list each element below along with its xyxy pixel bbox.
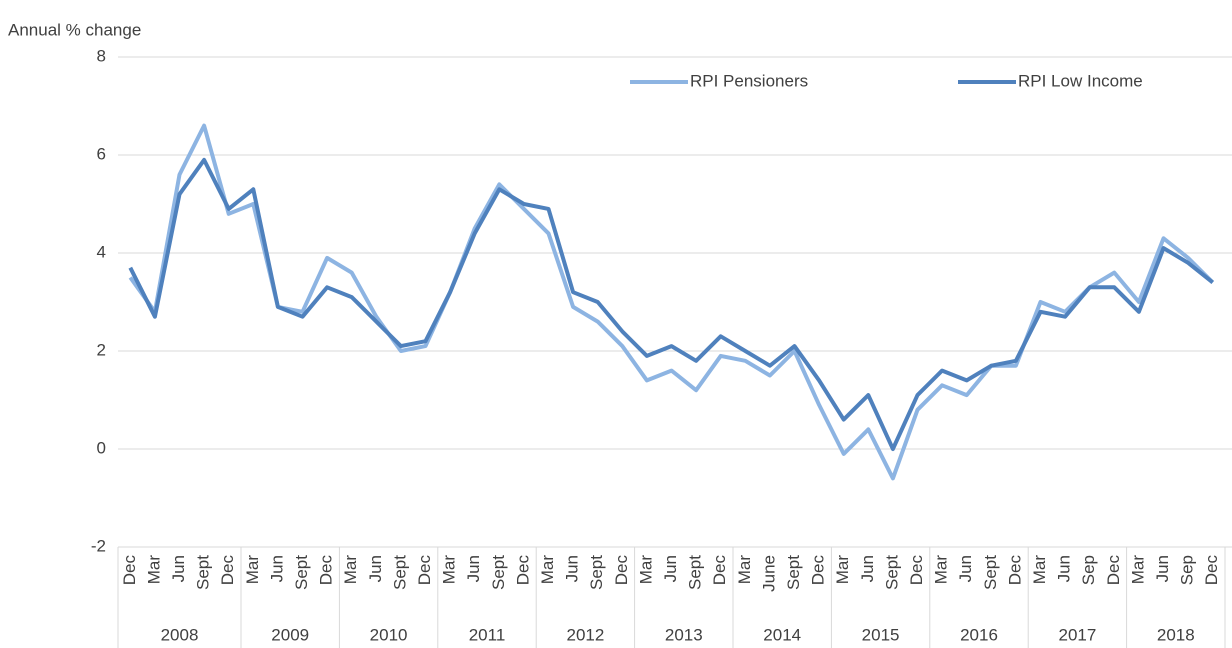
x-tick-label: Mar (833, 555, 852, 585)
x-tick-label: Sept (390, 555, 409, 590)
x-tick-label: Dec (1005, 555, 1024, 586)
x-tick-label: Sept (489, 555, 508, 590)
x-tick-label: Jun (563, 555, 582, 582)
group-label: 2012 (566, 625, 604, 644)
x-tick-label: Jun (464, 555, 483, 582)
x-tick-label: Sept (292, 555, 311, 590)
x-tick-label: Sep (1079, 555, 1098, 585)
x-tick-label: Mar (538, 555, 557, 585)
x-tick-label: Dec (317, 555, 336, 586)
x-tick-label: Dec (415, 555, 434, 586)
x-tick-label: Jun (661, 555, 680, 582)
legend-label: RPI Pensioners (690, 71, 808, 90)
legend-label: RPI Low Income (1018, 71, 1143, 90)
x-tick-label: Dec (1202, 555, 1221, 586)
x-tick-label: Sept (194, 555, 213, 590)
x-tick-label: Dec (809, 555, 828, 586)
x-tick-label: Mar (932, 555, 951, 585)
x-tick-label: Sept (981, 555, 1000, 590)
x-tick-label: Sept (784, 555, 803, 590)
group-label: 2013 (665, 625, 703, 644)
x-tick-label: Sept (882, 555, 901, 590)
x-tick-label: Mar (636, 555, 655, 585)
group-label: 2016 (960, 625, 998, 644)
x-tick-label: Sept (587, 555, 606, 590)
x-tick-label: Jun (1055, 555, 1074, 582)
x-tick-label: Dec (612, 555, 631, 586)
x-tick-label: Mar (1128, 555, 1147, 585)
y-tick-label: 2 (97, 340, 106, 359)
y-axis-label: Annual % change (8, 20, 141, 39)
x-tick-label: Mar (1030, 555, 1049, 585)
x-tick-label: Jun (169, 555, 188, 582)
group-label: 2018 (1157, 625, 1195, 644)
x-tick-label: Dec (710, 555, 729, 586)
series-line (128, 123, 1215, 481)
y-tick-label: 6 (97, 144, 106, 163)
x-tick-label: June (759, 555, 778, 592)
x-tick-label: Dec (1104, 555, 1123, 586)
group-label: 2011 (469, 625, 506, 644)
x-tick-label: Jun (1153, 555, 1172, 582)
x-tick-label: Mar (243, 555, 262, 585)
x-tick-label: Mar (144, 555, 163, 585)
x-tick-label: Dec (513, 555, 532, 586)
group-label: 2017 (1058, 625, 1096, 644)
y-tick-label: 8 (97, 46, 106, 65)
group-label: 2014 (763, 625, 801, 644)
x-tick-label: Jun (956, 555, 975, 582)
x-tick-label: Dec (120, 555, 139, 586)
x-tick-label: Dec (218, 555, 237, 586)
x-tick-label: Mar (735, 555, 754, 585)
x-tick-label: Sep (1178, 555, 1197, 585)
x-tick-label: Mar (440, 555, 459, 585)
y-tick-label: 4 (97, 242, 106, 261)
y-tick-label: -2 (91, 536, 106, 555)
group-label: 2008 (161, 625, 199, 644)
group-label: 2010 (370, 625, 408, 644)
x-tick-label: Dec (907, 555, 926, 586)
group-label: 2015 (862, 625, 900, 644)
group-label: 2009 (271, 625, 309, 644)
x-tick-label: Jun (858, 555, 877, 582)
x-tick-label: Sept (686, 555, 705, 590)
x-tick-label: Mar (341, 555, 360, 585)
series-line (128, 157, 1214, 451)
x-tick-label: Jun (267, 555, 286, 582)
x-tick-label: Jun (366, 555, 385, 582)
y-tick-label: 0 (97, 438, 106, 457)
